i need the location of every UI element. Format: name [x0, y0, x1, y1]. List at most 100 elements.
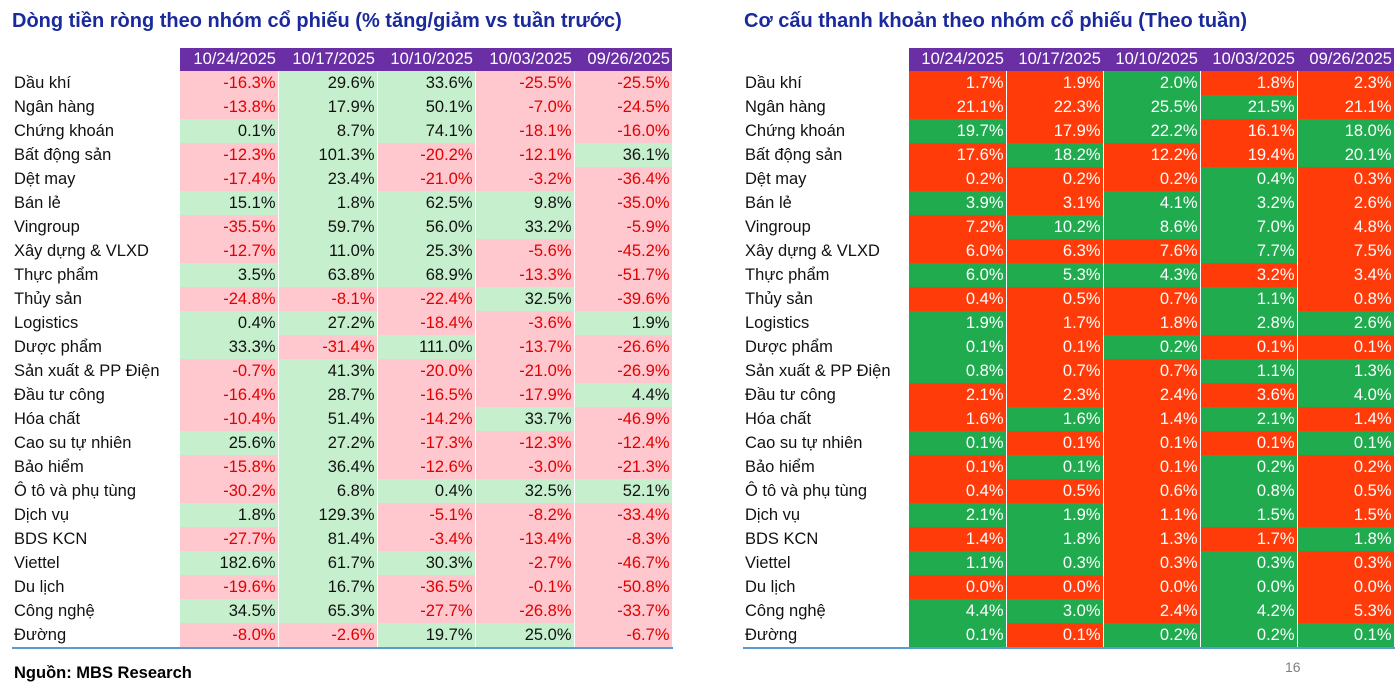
- table-row: Dược phẩm 0.1% 0.1% 0.2% 0.1% 0.1%: [743, 335, 1395, 359]
- value-cell: 1.1%: [1103, 503, 1201, 527]
- table-row: Dệt may -17.4% 23.4% -21.0% -3.2% -36.4%: [12, 167, 673, 191]
- value-cell: 0.3%: [1103, 551, 1201, 575]
- row-label: Bán lẻ: [12, 191, 180, 215]
- left-panel-title: Dòng tiền ròng theo nhóm cổ phiếu (% tăn…: [12, 10, 622, 32]
- value-cell: -13.4%: [475, 527, 575, 551]
- row-label: Đường: [12, 623, 180, 649]
- value-cell: -33.7%: [574, 599, 673, 623]
- value-cell: -8.1%: [278, 287, 378, 311]
- value-cell: -35.5%: [180, 215, 279, 239]
- value-cell: 0.8%: [909, 359, 1007, 383]
- table-row: Viettel 182.6% 61.7% 30.3% -2.7% -46.7%: [12, 551, 673, 575]
- table-row: Ngân hàng -13.8% 17.9% 50.1% -7.0% -24.5%: [12, 95, 673, 119]
- value-cell: -6.7%: [574, 623, 673, 649]
- value-cell: -31.4%: [278, 335, 378, 359]
- value-cell: -50.8%: [574, 575, 673, 599]
- value-cell: 0.0%: [909, 575, 1007, 599]
- value-cell: 4.8%: [1297, 215, 1395, 239]
- value-cell: 17.6%: [909, 143, 1007, 167]
- table-row: Sản xuất & PP Điện 0.8% 0.7% 0.7% 1.1% 1.3%: [743, 359, 1395, 383]
- value-cell: -24.5%: [574, 95, 673, 119]
- liquidity-structure-table: 10/24/2025 10/17/2025 10/10/2025 10/03/2025…: [743, 48, 1395, 649]
- value-cell: 33.6%: [377, 71, 476, 95]
- value-cell: 21.1%: [909, 95, 1007, 119]
- value-cell: 0.2%: [1103, 623, 1201, 649]
- header-corner: [743, 48, 909, 71]
- column-header: 10/24/2025: [909, 48, 1006, 71]
- row-label: Bất động sản: [743, 143, 909, 167]
- value-cell: 7.0%: [1200, 215, 1298, 239]
- table-row: Chứng khoán 19.7% 17.9% 22.2% 16.1% 18.0%: [743, 119, 1395, 143]
- value-cell: 41.3%: [278, 359, 378, 383]
- table-row: Cao su tự nhiên 25.6% 27.2% -17.3% -12.3% -12…: [12, 431, 673, 455]
- value-cell: -19.6%: [180, 575, 279, 599]
- value-cell: 0.4%: [377, 479, 476, 503]
- value-cell: 1.1%: [1200, 359, 1298, 383]
- column-header: 10/03/2025: [475, 48, 574, 71]
- value-cell: -3.0%: [475, 455, 575, 479]
- value-cell: 4.2%: [1200, 599, 1298, 623]
- value-cell: 0.4%: [909, 287, 1007, 311]
- value-cell: -22.4%: [377, 287, 476, 311]
- table-row: Ngân hàng 21.1% 22.3% 25.5% 21.5% 21.1%: [743, 95, 1395, 119]
- row-label: Đầu tư công: [12, 383, 180, 407]
- row-label: Bảo hiểm: [12, 455, 180, 479]
- value-cell: 33.3%: [180, 335, 279, 359]
- value-cell: 16.7%: [278, 575, 378, 599]
- value-cell: 1.4%: [1297, 407, 1395, 431]
- table-row: Xây dựng & VLXD -12.7% 11.0% 25.3% -5.6% -45.…: [12, 239, 673, 263]
- value-cell: -21.0%: [475, 359, 575, 383]
- value-cell: 0.5%: [1006, 479, 1104, 503]
- row-label: Sản xuất & PP Điện: [12, 359, 180, 383]
- value-cell: 0.1%: [1200, 335, 1298, 359]
- value-cell: -24.8%: [180, 287, 279, 311]
- row-label: Sản xuất & PP Điện: [743, 359, 909, 383]
- value-cell: 5.3%: [1006, 263, 1104, 287]
- table-row: Dược phẩm 33.3% -31.4% 111.0% -13.7% -26.6%: [12, 335, 673, 359]
- value-cell: 63.8%: [278, 263, 378, 287]
- value-cell: 1.8%: [180, 503, 279, 527]
- table-row: BDS KCN -27.7% 81.4% -3.4% -13.4% -8.3%: [12, 527, 673, 551]
- value-cell: 25.0%: [475, 623, 575, 649]
- table-row: Thủy sản 0.4% 0.5% 0.7% 1.1% 0.8%: [743, 287, 1395, 311]
- value-cell: 0.1%: [1103, 455, 1201, 479]
- value-cell: -18.1%: [475, 119, 575, 143]
- row-label: Đường: [743, 623, 909, 649]
- value-cell: 1.5%: [1297, 503, 1395, 527]
- value-cell: 0.3%: [1297, 551, 1395, 575]
- value-cell: 2.4%: [1103, 599, 1201, 623]
- value-cell: -26.9%: [574, 359, 673, 383]
- value-cell: 0.8%: [1200, 479, 1298, 503]
- value-cell: 7.7%: [1200, 239, 1298, 263]
- value-cell: -27.7%: [377, 599, 476, 623]
- value-cell: 17.9%: [278, 95, 378, 119]
- value-cell: -21.3%: [574, 455, 673, 479]
- table-row: Ô tô và phụ tùng 0.4% 0.5% 0.6% 0.8% 0.5%: [743, 479, 1395, 503]
- column-header: 10/24/2025: [180, 48, 278, 71]
- table-row: Du lịch -19.6% 16.7% -36.5% -0.1% -50.8%: [12, 575, 673, 599]
- value-cell: -36.4%: [574, 167, 673, 191]
- value-cell: -25.5%: [574, 71, 673, 95]
- table-row: Ô tô và phụ tùng -30.2% 6.8% 0.4% 32.5% 52.1%: [12, 479, 673, 503]
- value-cell: 4.1%: [1103, 191, 1201, 215]
- column-header: 10/03/2025: [1200, 48, 1297, 71]
- value-cell: -35.0%: [574, 191, 673, 215]
- value-cell: 2.3%: [1006, 383, 1104, 407]
- value-cell: 1.9%: [574, 311, 673, 335]
- value-cell: -30.2%: [180, 479, 279, 503]
- table-row: BDS KCN 1.4% 1.8% 1.3% 1.7% 1.8%: [743, 527, 1395, 551]
- value-cell: 1.8%: [1103, 311, 1201, 335]
- value-cell: 8.6%: [1103, 215, 1201, 239]
- value-cell: 3.9%: [909, 191, 1007, 215]
- value-cell: 3.0%: [1006, 599, 1104, 623]
- source-note: Nguồn: MBS Research: [14, 664, 192, 682]
- row-label: Ngân hàng: [12, 95, 180, 119]
- row-label: Chứng khoán: [12, 119, 180, 143]
- value-cell: 6.0%: [909, 263, 1007, 287]
- table-row: Đường -8.0% -2.6% 19.7% 25.0% -6.7%: [12, 623, 673, 649]
- value-cell: 3.2%: [1200, 191, 1298, 215]
- value-cell: 0.1%: [1006, 431, 1104, 455]
- column-header: 10/17/2025: [1006, 48, 1103, 71]
- value-cell: -13.3%: [475, 263, 575, 287]
- table-row: Bảo hiểm -15.8% 36.4% -12.6% -3.0% -21.3%: [12, 455, 673, 479]
